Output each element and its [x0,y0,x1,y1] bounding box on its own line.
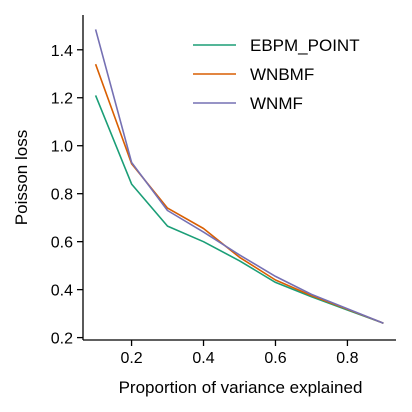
y-tick-label: 0.6 [51,235,73,252]
x-tick-label: 0.8 [336,350,358,367]
x-tick-label: 0.4 [192,350,214,367]
y-tick-label: 1.4 [51,43,73,60]
series-layer [94,29,384,324]
series-line-wnmf [94,29,384,324]
legend-label: EBPM_POINT [250,36,360,55]
y-axis-label: Poisson loss [12,130,31,225]
legend-label: WNMF [250,94,303,113]
axes: 0.2 0.4 0.6 0.8 0.2 0.4 0.6 0.8 1.0 1.2 1.4 [51,15,396,367]
legend: EBPM_POINT WNBMF WNMF [193,36,360,113]
x-tick-label: 0.6 [264,350,286,367]
y-tick-label: 1.0 [51,139,73,156]
series-line-ebpm-point [94,95,384,324]
x-tick-label: 0.2 [120,350,142,367]
y-tick-label: 1.2 [51,91,73,108]
legend-label: WNBMF [250,65,314,84]
y-tick-label: 0.4 [51,283,73,300]
y-tick-label: 0.8 [51,187,73,204]
y-tick-label: 0.2 [51,331,73,348]
x-axis-label: Proportion of variance explained [119,378,363,397]
